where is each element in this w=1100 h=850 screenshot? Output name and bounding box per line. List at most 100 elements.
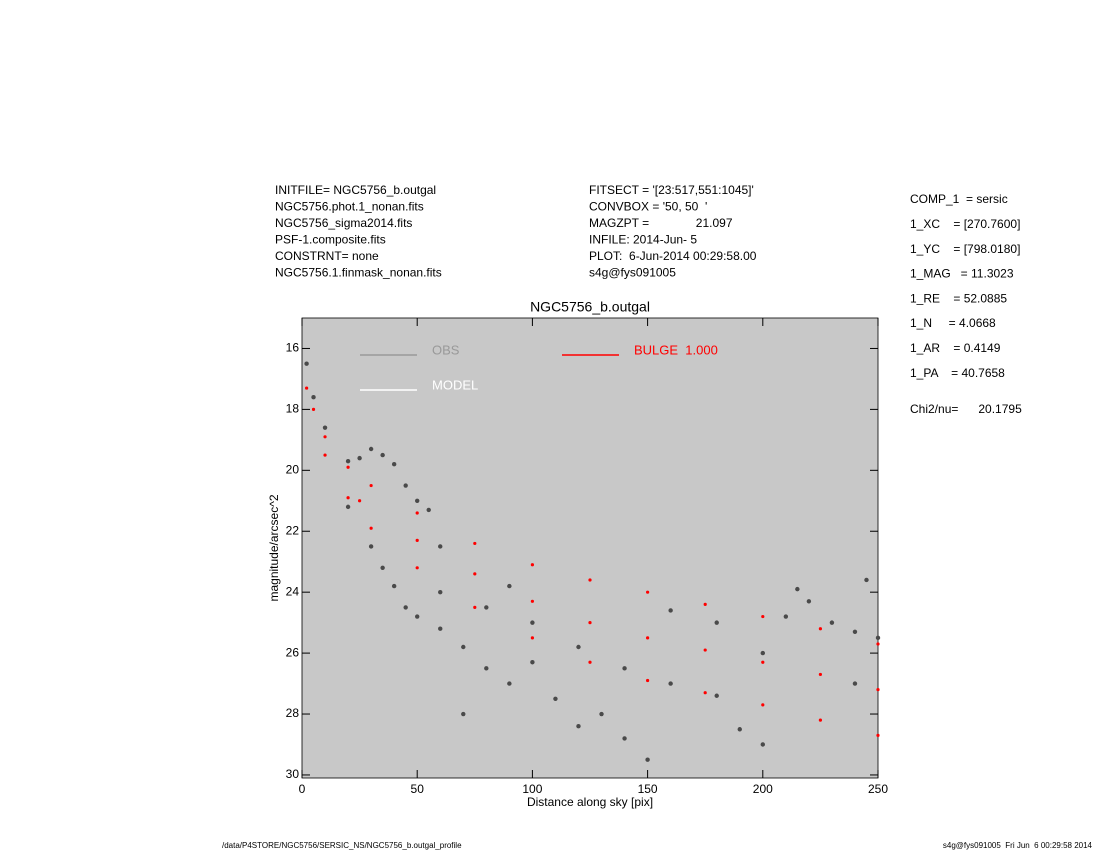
info-line: NGC5756.phot.1_nonan.fits bbox=[275, 200, 424, 214]
data-point bbox=[530, 620, 535, 625]
data-point bbox=[473, 572, 477, 576]
data-point bbox=[852, 629, 858, 634]
info-line: CONVBOX = '50, 50 ' bbox=[589, 200, 707, 214]
data-point bbox=[553, 696, 558, 701]
data-point bbox=[461, 711, 466, 717]
data-point bbox=[311, 407, 316, 411]
data-point bbox=[358, 499, 362, 503]
data-point bbox=[876, 642, 880, 646]
data-point bbox=[588, 578, 592, 582]
chi2: Chi2/nu= 20.1795 bbox=[910, 402, 1022, 416]
data-point bbox=[530, 563, 535, 567]
info-line: PSF-1.composite.fits bbox=[275, 233, 386, 247]
info-line: CONSTRNT= none bbox=[275, 249, 379, 263]
x-tick-label: 150 bbox=[638, 782, 658, 796]
y-tick-label: 30 bbox=[286, 767, 300, 781]
data-point bbox=[473, 541, 477, 546]
data-point bbox=[322, 425, 328, 430]
x-tick-label: 50 bbox=[411, 782, 425, 796]
data-point bbox=[761, 660, 765, 664]
y-tick-label: 28 bbox=[286, 706, 300, 720]
data-point bbox=[668, 608, 673, 613]
data-point bbox=[588, 660, 592, 664]
data-point bbox=[380, 565, 385, 571]
data-point bbox=[646, 590, 650, 594]
y-tick-label: 18 bbox=[286, 402, 300, 416]
data-point bbox=[369, 526, 373, 530]
data-point bbox=[806, 599, 812, 604]
x-axis-label: Distance along sky [pix] bbox=[527, 795, 653, 809]
data-point bbox=[391, 462, 397, 467]
info-line: PLOT: 6-Jun-2014 00:29:58.00 bbox=[589, 249, 757, 263]
x-tick-label: 100 bbox=[522, 782, 542, 796]
fit-parameter: 1_MAG = 11.3023 bbox=[910, 267, 1014, 281]
data-point bbox=[703, 648, 707, 652]
data-point bbox=[876, 688, 880, 692]
data-point bbox=[438, 589, 443, 595]
footer-left: /data/P4STORE/NGC5756/SERSIC_NS/NGC5756_… bbox=[222, 841, 462, 850]
data-point bbox=[875, 635, 881, 641]
data-point bbox=[530, 660, 535, 665]
chart-title: NGC5756_b.outgal bbox=[530, 299, 650, 315]
data-point bbox=[345, 504, 351, 510]
data-point bbox=[599, 711, 604, 717]
data-point bbox=[507, 681, 512, 686]
data-point bbox=[368, 544, 374, 549]
data-point bbox=[415, 566, 419, 570]
legend-label: MODEL bbox=[432, 377, 478, 392]
data-point bbox=[818, 672, 823, 677]
data-point bbox=[415, 511, 419, 515]
data-point bbox=[783, 614, 789, 619]
data-point bbox=[346, 465, 350, 469]
fit-parameter: 1_XC = [270.7600] bbox=[910, 217, 1020, 231]
data-point bbox=[345, 458, 351, 464]
data-point bbox=[323, 435, 327, 439]
info-line: FITSECT = '[23:517,551:1045]' bbox=[589, 183, 754, 197]
data-point bbox=[703, 691, 707, 695]
data-point bbox=[403, 605, 408, 610]
data-point bbox=[438, 626, 443, 631]
data-point bbox=[304, 361, 309, 366]
y-tick-label: 16 bbox=[286, 341, 300, 355]
data-point bbox=[323, 453, 327, 457]
info-line: NGC5756.1.finmask_nonan.fits bbox=[275, 266, 442, 280]
y-tick-label: 24 bbox=[286, 584, 300, 598]
data-point bbox=[761, 703, 765, 707]
y-tick-label: 20 bbox=[286, 462, 300, 476]
data-point bbox=[305, 386, 309, 390]
data-point bbox=[876, 733, 880, 737]
data-point bbox=[576, 644, 581, 650]
data-point bbox=[645, 757, 650, 762]
x-tick-label: 200 bbox=[753, 782, 773, 796]
y-tick-label: 22 bbox=[286, 523, 300, 537]
data-point bbox=[311, 395, 316, 400]
data-point bbox=[714, 693, 719, 698]
y-tick-label: 26 bbox=[286, 645, 300, 659]
data-point bbox=[864, 577, 869, 583]
fit-parameter: 1_N = 4.0668 bbox=[910, 316, 996, 330]
fit-parameter: 1_YC = [798.0180] bbox=[910, 242, 1020, 256]
data-point bbox=[818, 718, 823, 722]
legend-label: OBS bbox=[432, 342, 460, 357]
data-point bbox=[818, 627, 823, 631]
data-point bbox=[415, 614, 420, 619]
data-point bbox=[576, 724, 581, 729]
x-tick-label: 250 bbox=[868, 782, 888, 796]
data-point bbox=[714, 620, 719, 625]
data-point bbox=[473, 605, 477, 610]
y-axis-label: magnitude/arcsec^2 bbox=[267, 494, 281, 601]
data-point bbox=[703, 602, 707, 606]
info-line: NGC5756_sigma2014.fits bbox=[275, 216, 412, 230]
fit-parameter: 1_RE = 52.0885 bbox=[910, 291, 1007, 305]
info-line: INFILE: 2014-Jun- 5 bbox=[589, 233, 697, 247]
data-point bbox=[369, 483, 373, 488]
data-point bbox=[760, 650, 765, 656]
data-point bbox=[403, 483, 408, 488]
data-point bbox=[588, 621, 592, 625]
data-point bbox=[646, 636, 650, 640]
data-point bbox=[760, 742, 765, 747]
data-point bbox=[829, 620, 835, 625]
data-point bbox=[484, 666, 489, 671]
data-point bbox=[668, 681, 673, 686]
